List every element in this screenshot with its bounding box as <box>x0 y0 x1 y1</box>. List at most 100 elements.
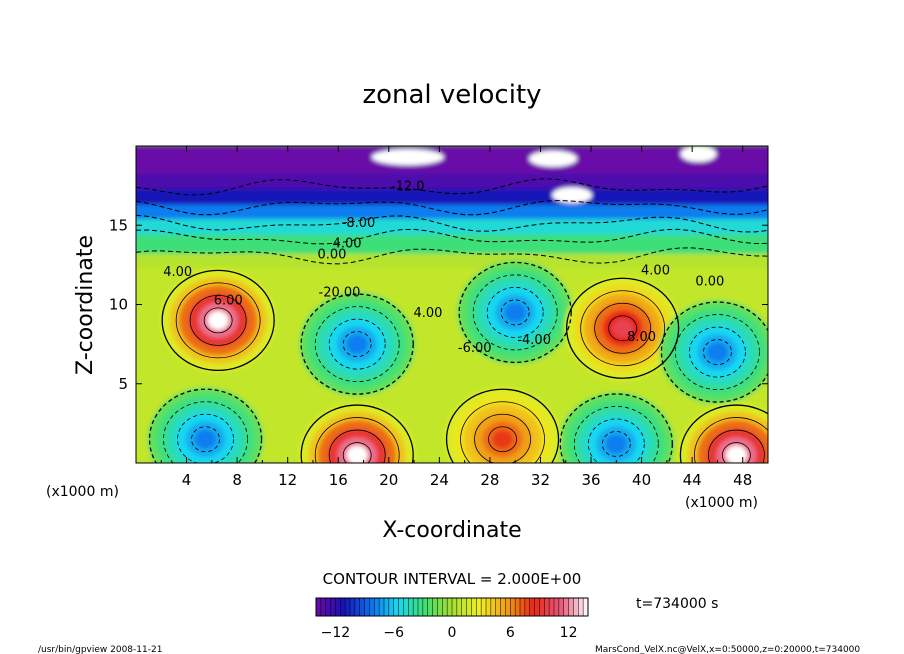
contour-line <box>136 178 768 196</box>
contour-label: -6.00 <box>458 341 492 356</box>
colorbar-segment <box>369 598 375 616</box>
x-unit-label-left: (x1000 m) <box>46 484 119 500</box>
field-band <box>136 204 768 220</box>
x-tick-label: 40 <box>632 471 651 489</box>
colorbar-tick-label: 6 <box>506 625 515 641</box>
contour-line <box>328 429 386 463</box>
colorbar-segment <box>549 598 555 616</box>
contour-line <box>565 277 680 379</box>
colorbar-segment <box>418 598 424 616</box>
colorbar-segment <box>413 598 419 616</box>
field-cell <box>725 445 747 463</box>
contour-line <box>608 315 638 342</box>
colorbar-segment <box>456 598 463 616</box>
contour-line <box>136 228 768 245</box>
contour-label: 4.00 <box>414 306 443 321</box>
contour-line <box>679 404 768 463</box>
contour-line <box>163 401 248 463</box>
contour-line <box>474 413 531 463</box>
field-cell <box>707 342 728 362</box>
field-cell <box>207 310 229 330</box>
colorbar-segment <box>398 598 404 616</box>
footer-source: MarsCond_VelX.nc@VelX,x=0:50000,z=0:2000… <box>595 645 860 654</box>
colorbar-segment <box>350 598 356 616</box>
colorbar-segment <box>354 598 361 616</box>
field-band <box>136 218 768 236</box>
contour-line <box>458 261 572 364</box>
x-axis-label: X-coordinate <box>382 518 521 543</box>
colorbar-segment <box>583 598 589 616</box>
colorbar-segment <box>490 598 497 616</box>
colorbar-tick-label: −12 <box>321 625 351 641</box>
contour-line <box>460 401 545 463</box>
contour-line <box>587 418 645 463</box>
contour-line <box>161 269 275 372</box>
colorbar-segment <box>471 598 477 616</box>
contour-labels: -12.0-8.004.000.004.006.00-20.004.00-6.0… <box>163 179 724 356</box>
x-tick-label: 44 <box>683 471 702 489</box>
contour-line <box>314 417 400 463</box>
y-tick-label: 5 <box>118 375 128 393</box>
colorbar-segment <box>558 598 565 616</box>
colorbar-segment <box>403 598 409 616</box>
colorbar-segment <box>432 598 438 616</box>
colorbar-segment <box>422 598 429 616</box>
contour-label: 6.00 <box>214 294 243 309</box>
colorbar-segment <box>510 598 516 616</box>
contour-line <box>136 214 768 233</box>
colorbar-segment <box>476 598 482 616</box>
colorbar-segment <box>554 598 560 616</box>
field-cell <box>612 318 634 338</box>
contour-line <box>694 417 768 463</box>
colorbar-segment <box>316 598 322 616</box>
contour-line <box>689 326 746 378</box>
field-cell <box>371 149 444 166</box>
field-cell <box>346 445 368 463</box>
colorbar-segment <box>534 598 540 616</box>
colorbar-segment <box>573 598 579 616</box>
colorbar-segment <box>335 598 341 616</box>
field-cell <box>680 146 717 162</box>
x-tick-label: 24 <box>430 471 449 489</box>
contour-label: 4.00 <box>333 236 362 251</box>
field-cell <box>552 187 593 204</box>
y-tick-label: 10 <box>109 296 128 314</box>
x-tick-label: 8 <box>232 471 242 489</box>
x-tick-label: 36 <box>581 471 600 489</box>
colorbar-segment <box>520 598 526 616</box>
contour-label: -4.00 <box>517 333 551 348</box>
colorbar-segment <box>384 598 390 616</box>
x-tick-label: 12 <box>278 471 297 489</box>
plot-area: -12.0-8.004.000.004.006.00-20.004.00-6.0… <box>136 146 768 463</box>
colorbar-segment <box>505 598 511 616</box>
colorbar-segment <box>388 598 395 616</box>
contour-line <box>191 426 220 453</box>
field-cell <box>504 303 526 322</box>
time-label: t=734000 s <box>636 596 718 612</box>
contour-label: 0.00 <box>317 248 346 263</box>
contour-line <box>342 331 372 358</box>
contour-line <box>445 388 560 463</box>
contour-label: 8.00 <box>627 330 656 345</box>
contour-line <box>722 442 751 463</box>
contour-interval: CONTOUR INTERVAL = 2.000E+00 <box>323 570 582 588</box>
x-tick-label: 28 <box>480 471 499 489</box>
x-unit-label-right: (x1000 m) <box>685 495 758 511</box>
colorbar-segment <box>568 598 574 616</box>
field-cell <box>346 334 368 354</box>
colorbar-segment <box>340 598 346 616</box>
colorbar-segment <box>461 598 467 616</box>
colorbar-segment <box>466 598 472 616</box>
footer-program: /usr/bin/gpview 2008-11-21 <box>38 645 162 654</box>
y-tick-label: 15 <box>109 216 128 234</box>
contour-label: 0.00 <box>695 274 724 289</box>
contour-line <box>300 293 414 395</box>
colorbar-segment <box>524 598 531 616</box>
contour-line <box>472 274 558 351</box>
colorbar-segment <box>345 598 351 616</box>
contour-line <box>136 200 768 216</box>
contour-label: -8.00 <box>342 216 376 231</box>
colorbar-segment <box>364 598 370 616</box>
colorbar-segment <box>379 598 385 616</box>
